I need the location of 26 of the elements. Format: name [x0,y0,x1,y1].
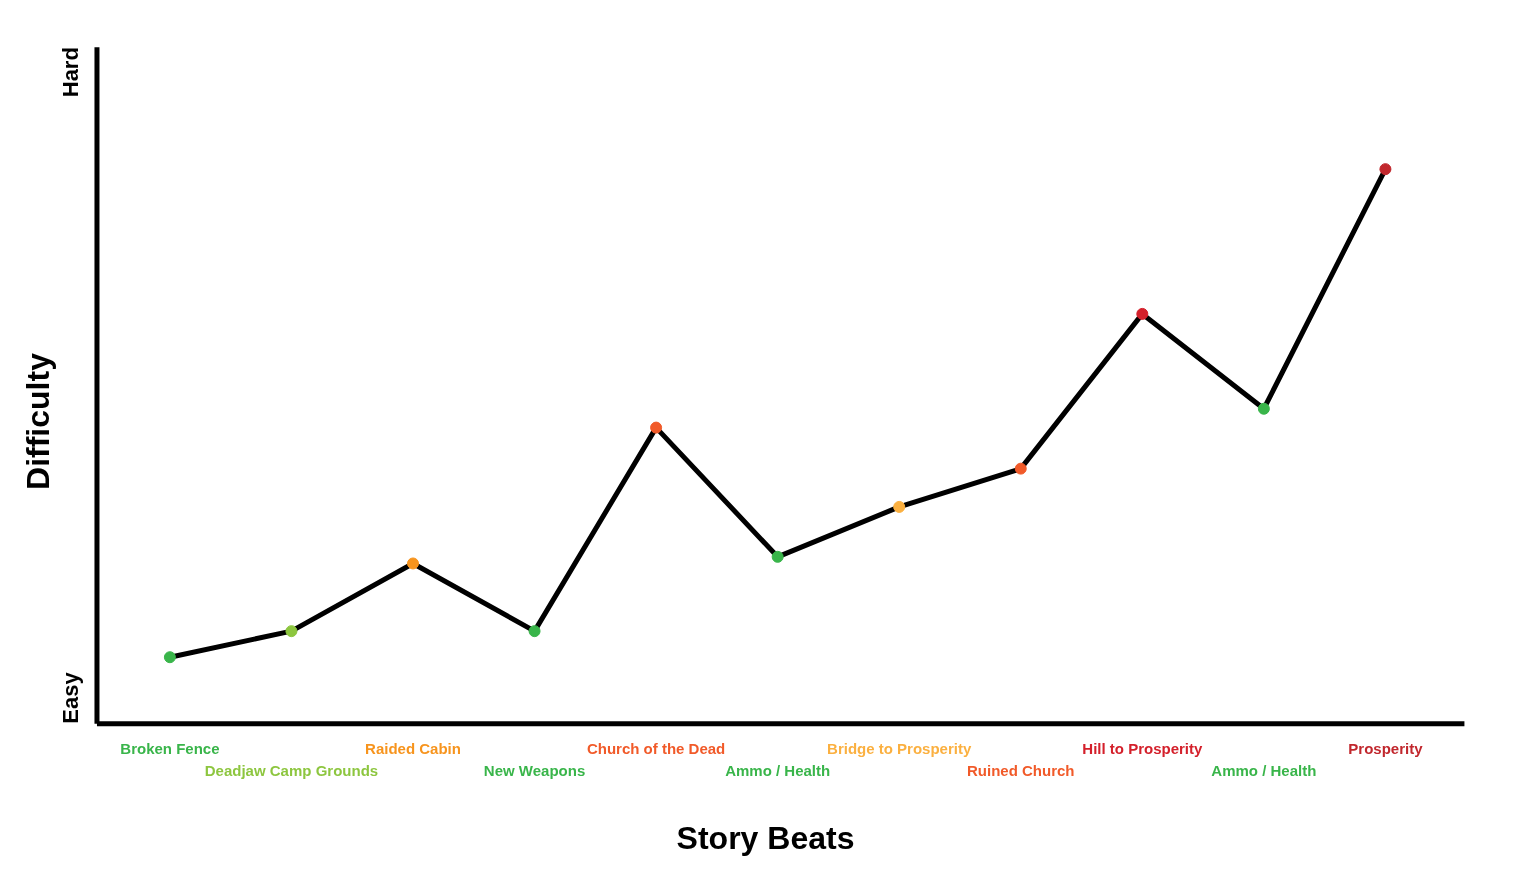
x-tick-label: Deadjaw Camp Grounds [204,761,379,779]
x-tick-label: Ammo / Health [725,761,831,779]
x-tick-label: New Weapons [483,761,586,779]
x-tick-label: Ruined Church [967,761,1075,779]
x-tick-label: Church of the Dead [586,739,726,757]
text: Hard [57,47,83,98]
y-axis-title: Difficulty [19,352,56,490]
point [771,550,784,563]
point [893,500,906,513]
point [1257,402,1270,415]
x-axis-title: Story Beats [676,819,855,856]
x-tick-label: Prosperity [1348,739,1424,757]
point [1136,307,1149,320]
text: Easy [57,671,83,724]
x-tick-label: Bridge to Prosperity [827,739,972,757]
point [407,557,419,570]
point [650,421,663,434]
point [1379,163,1392,176]
x-tick-label: Hill to Prosperity [1082,739,1203,757]
point [163,651,176,664]
point [1014,462,1027,475]
point [528,625,541,638]
x-tick-label: Broken Fence [120,739,220,757]
point [285,625,298,638]
x-tick-label: Ammo / Health [1211,761,1317,779]
x-tick-label: Raided Cabin [365,739,461,757]
